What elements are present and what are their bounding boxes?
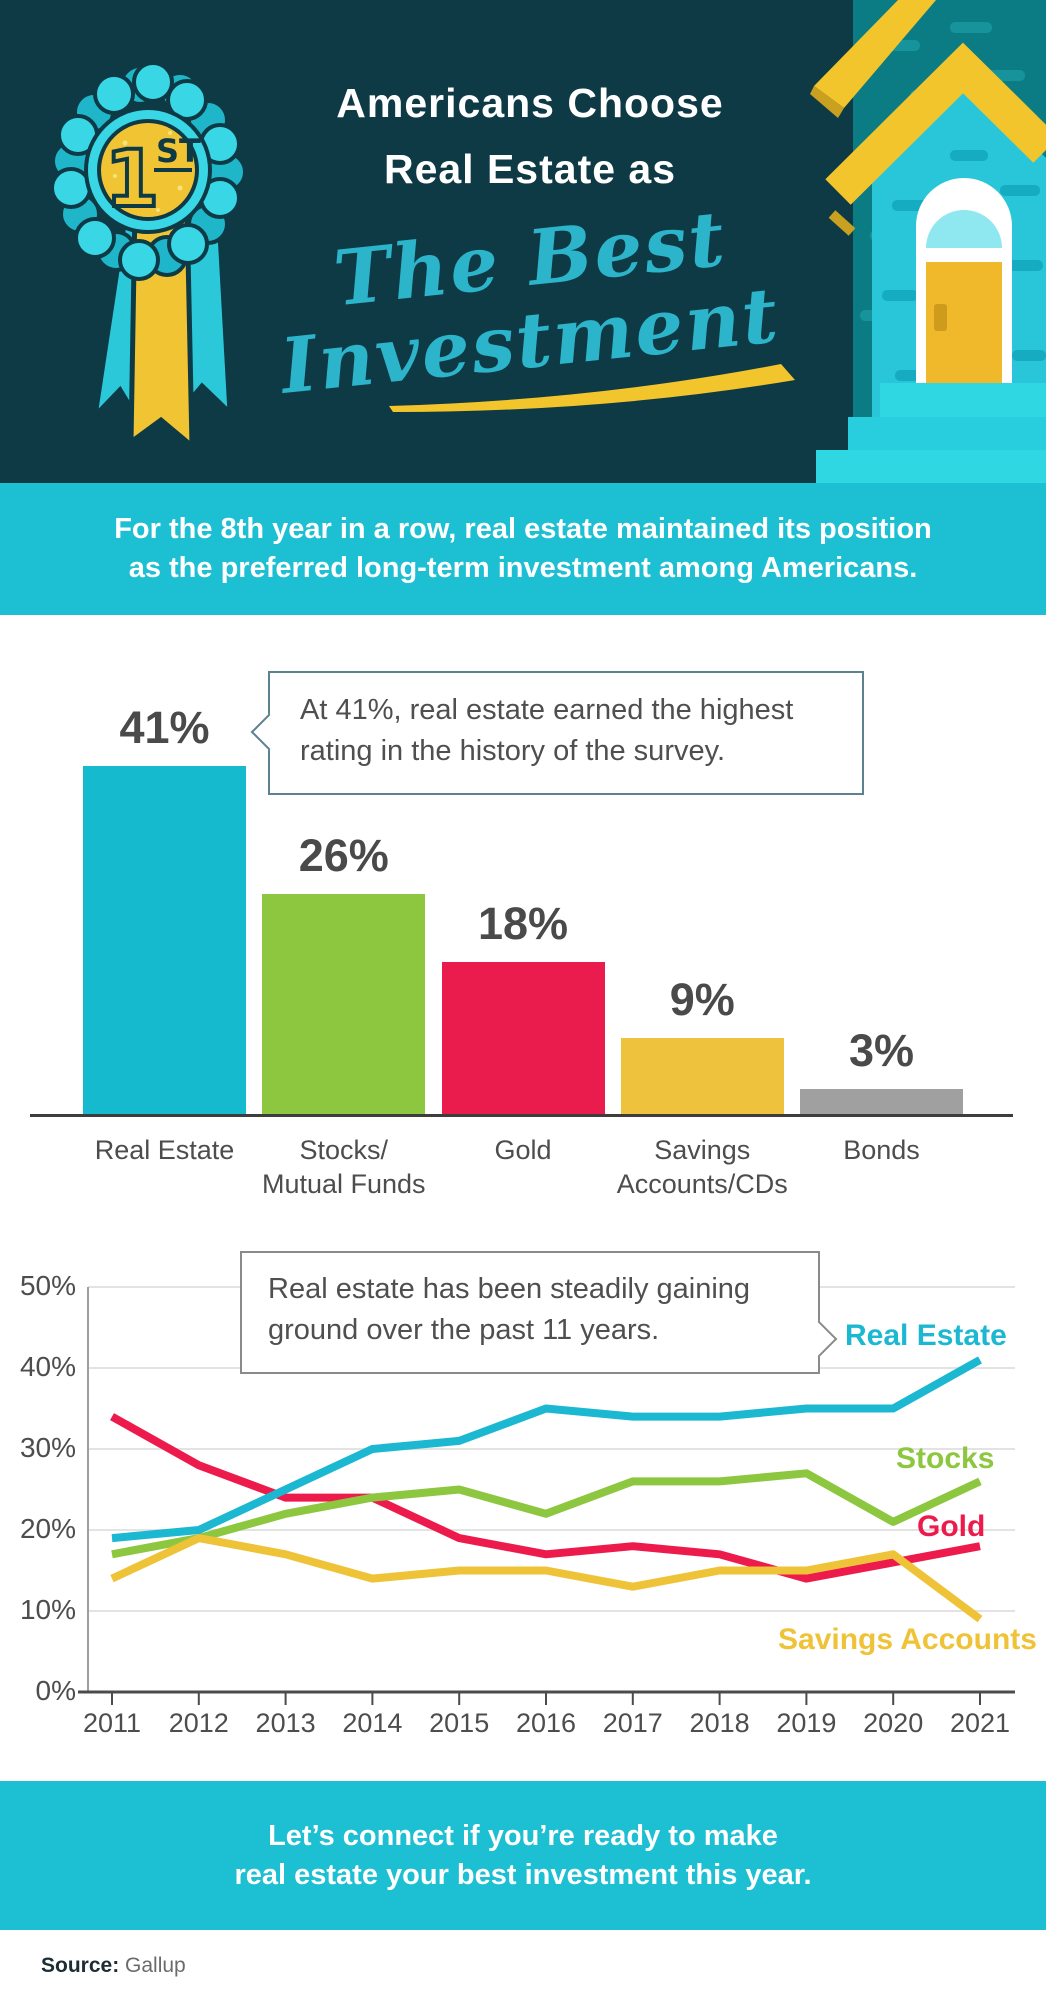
- bar-category-label: Real Estate: [94, 1135, 235, 1165]
- series-label-stocks: Stocks: [896, 1442, 995, 1475]
- cta-banner-line2: real estate your best investment this ye…: [234, 1859, 812, 1891]
- bar-value-label: 26%: [298, 830, 389, 881]
- x-axis-label: 2018: [689, 1708, 750, 1738]
- bar-chart-section: 41% 26% 18% 9% 3% Real Estate Stocks/Mutual F…: [0, 615, 1046, 1230]
- bar-savings-accounts-cds: 9%: [620, 974, 784, 1115]
- y-axis-label: 30%: [19, 1432, 76, 1463]
- bar-gold: 18%: [441, 898, 605, 1115]
- rosette-scallops: [50, 61, 247, 281]
- line-chart-callout-text: Real estate has been steadily gaining gr…: [268, 1273, 751, 1346]
- x-axis-label: 2021: [949, 1708, 1011, 1738]
- bar-category-label: Bonds: [843, 1135, 920, 1165]
- bar-real-estate: 41%: [83, 702, 246, 1115]
- y-axis-label: 0%: [35, 1675, 76, 1706]
- bar-category-label: Stocks/Mutual Funds: [261, 1135, 426, 1199]
- badge-rank-suffix: ST: [156, 132, 201, 170]
- x-axis-label: 2014: [342, 1708, 403, 1738]
- bar-value-label: 18%: [477, 898, 569, 949]
- badge-rank-number: 1: [105, 135, 159, 225]
- line-chart-callout-bubble: Real estate has been steadily gaining gr…: [240, 1251, 838, 1374]
- source-attribution: Source: Gallup: [41, 1954, 186, 1978]
- intro-banner-line2: as the preferred long-term investment am…: [128, 552, 918, 584]
- series-label-real-estate: Real Estate: [845, 1319, 1007, 1352]
- bar-value-label: 3%: [848, 1025, 915, 1076]
- series-line-real-estate: [111, 1356, 982, 1543]
- bar-chart-baseline: [30, 1114, 1013, 1117]
- bar-chart-callout-text: At 41%, real estate earned the highest r…: [300, 694, 794, 767]
- door-knob: [934, 304, 947, 331]
- bar-category-label: Savings Accounts/CDs: [616, 1135, 788, 1199]
- source-label: Source:: [41, 1954, 120, 1977]
- intro-banner-line1: For the 8th year in a row, real estate m…: [114, 513, 932, 545]
- y-axis-label: 10%: [19, 1594, 76, 1625]
- speckles: [113, 131, 183, 212]
- first-place-ribbon-icon: 1 ST: [50, 61, 247, 452]
- house-illustration: [810, 0, 1046, 483]
- header: 1 ST Americans Choose Real Estate as The…: [0, 0, 1046, 483]
- bar-value-label: 41%: [119, 702, 210, 753]
- transom-window: [926, 210, 1002, 248]
- source-value: Gallup: [125, 1954, 186, 1977]
- header-title-line1: Americans Choose: [336, 80, 724, 126]
- x-axis-label: 2020: [863, 1708, 924, 1738]
- y-axis-label: 50%: [19, 1270, 76, 1301]
- bar-chart-callout-bubble: At 41%, real estate earned the highest r…: [250, 671, 864, 795]
- y-axis-label: 20%: [19, 1513, 76, 1544]
- x-axis-label: 2013: [255, 1708, 316, 1738]
- gold-swoosh-underline: [389, 364, 795, 412]
- steps: [816, 383, 1046, 483]
- series-line-stocks: [111, 1469, 982, 1559]
- intro-banner: For the 8th year in a row, real estate m…: [0, 483, 1046, 615]
- bar-chart-bars: 41% 26% 18% 9% 3%: [0, 615, 1046, 1115]
- series-label-gold: Gold: [917, 1510, 986, 1543]
- cta-banner-line1: Let’s connect if you’re ready to make: [268, 1820, 778, 1852]
- cta-banner: Let’s connect if you’re ready to make re…: [0, 1781, 1046, 1930]
- series-line-gold: [110, 1413, 981, 1583]
- bar-stocks-mutual-funds: 26%: [262, 830, 426, 1115]
- x-axis-label: 2015: [429, 1708, 490, 1738]
- x-axis-label: 2016: [515, 1708, 577, 1738]
- header-title-line2: Real Estate as: [383, 146, 677, 192]
- bar-bonds: 3%: [800, 1025, 963, 1115]
- x-axis-label: 2011: [82, 1708, 142, 1738]
- series-line-savings-accounts: [110, 1534, 983, 1623]
- bar-category-label: Gold: [494, 1135, 552, 1165]
- footer: Source: Gallup: [0, 1930, 1046, 2001]
- line-chart-section: 0% 10% 20% 30% 40% 50% 2011 2012 2013 2014 2015 20…: [0, 1230, 1046, 1781]
- x-axis-label: 2012: [168, 1708, 229, 1738]
- series-label-savings-accounts: Savings Accounts: [778, 1623, 1037, 1656]
- y-axis-label: 40%: [19, 1351, 76, 1382]
- x-axis-label: 2017: [602, 1708, 663, 1738]
- x-axis-label: 2019: [776, 1708, 837, 1738]
- bar-value-label: 9%: [669, 974, 735, 1025]
